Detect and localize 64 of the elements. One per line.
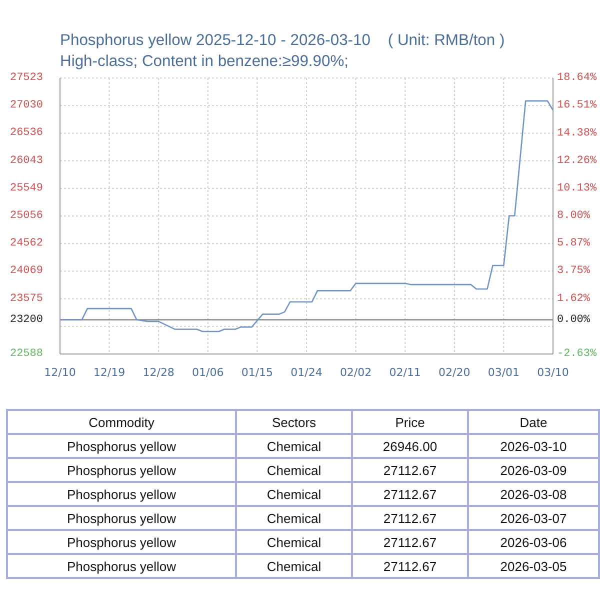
chart-title: Phosphorus yellow 2025-12-10 - 2026-03-10 ( Unit: RMB/ton ) (60, 31, 505, 50)
y-tick-label: 26043 (10, 154, 43, 167)
y2-tick-label: 0.00% (557, 314, 590, 326)
category-label: Price (395, 414, 425, 430)
x-tick-label: 03/10 (537, 366, 569, 379)
text: 27112.67 (383, 462, 437, 478)
x-tick-label: 02/11 (389, 366, 421, 379)
text: Phosphorus yellow (66, 486, 176, 502)
chart-subtitle: High-class; Content in benzene:≥99.90%; (60, 52, 349, 71)
y2-tick-label: 5.87% (557, 238, 590, 250)
text: Chemical (266, 534, 322, 550)
text: Chemical (266, 486, 322, 502)
text: Phosphorus yellow (66, 438, 176, 454)
text: 27112.67 (383, 534, 437, 550)
y2-tick-label: 12.26% (557, 154, 598, 167)
y-tick-label: 26536 (10, 127, 43, 140)
text: 2026-03-10 (500, 438, 567, 454)
y2-tick-label: 14.38% (557, 127, 598, 140)
text: 2026-03-07 (500, 510, 567, 526)
text: Chemical (266, 438, 322, 454)
y-tick-label: 27523 (10, 72, 43, 84)
y-tick-label: 23575 (10, 292, 43, 305)
y2-tick-label: 1.62% (557, 292, 590, 305)
line-series (60, 100, 553, 332)
y-tick-label: 27030 (10, 100, 43, 112)
y2-tick-label: 10.13% (557, 182, 598, 194)
x-tick-label: 02/20 (438, 366, 470, 379)
y-tick-label: 24069 (10, 265, 43, 278)
text: 2026-03-05 (500, 558, 567, 574)
x-tick-label: 02/02 (340, 366, 372, 379)
text: Phosphorus yellow (66, 462, 176, 478)
y-tick-label: 24562 (10, 238, 43, 250)
x-tick-label: 03/01 (488, 366, 520, 379)
category-label: Commodity (88, 414, 154, 430)
text: Chemical (266, 462, 322, 478)
x-tick-label: 01/15 (241, 366, 274, 379)
x-tick-label: 12/28 (142, 366, 174, 379)
text: Phosphorus yellow (66, 534, 176, 550)
category-label: Sectors (272, 414, 316, 430)
text: Phosphorus yellow (66, 510, 176, 526)
text: 2026-03-09 (500, 462, 567, 478)
text: 27112.67 (383, 486, 437, 502)
text: Chemical (266, 510, 322, 526)
category-label: Date (520, 414, 548, 430)
text: Phosphorus yellow (66, 558, 176, 574)
x-tick-label: 01/24 (290, 366, 322, 379)
y-tick-label: 22588 (10, 348, 43, 360)
text: 27112.67 (383, 510, 437, 526)
text: 2026-03-06 (500, 534, 567, 550)
y2-tick-label: 16.51% (557, 100, 598, 112)
text: 27112.67 (383, 558, 437, 574)
y-tick-label: 23200 (10, 314, 43, 326)
x-tick-label: 12/19 (93, 366, 126, 379)
x-tick-label: 12/10 (44, 366, 76, 379)
text: 26946.00 (382, 438, 438, 454)
y-tick-label: 25056 (10, 210, 43, 222)
x-tick-label: 01/06 (192, 366, 224, 379)
y2-tick-label: 3.75% (557, 265, 590, 278)
y2-tick-label: 8.00% (557, 210, 590, 222)
y2-tick-label: -2.63% (557, 348, 598, 360)
y2-tick-label: 18.64% (557, 72, 598, 84)
text: 2026-03-08 (500, 486, 567, 502)
y-tick-label: 25549 (10, 182, 43, 194)
text: Chemical (266, 558, 322, 574)
